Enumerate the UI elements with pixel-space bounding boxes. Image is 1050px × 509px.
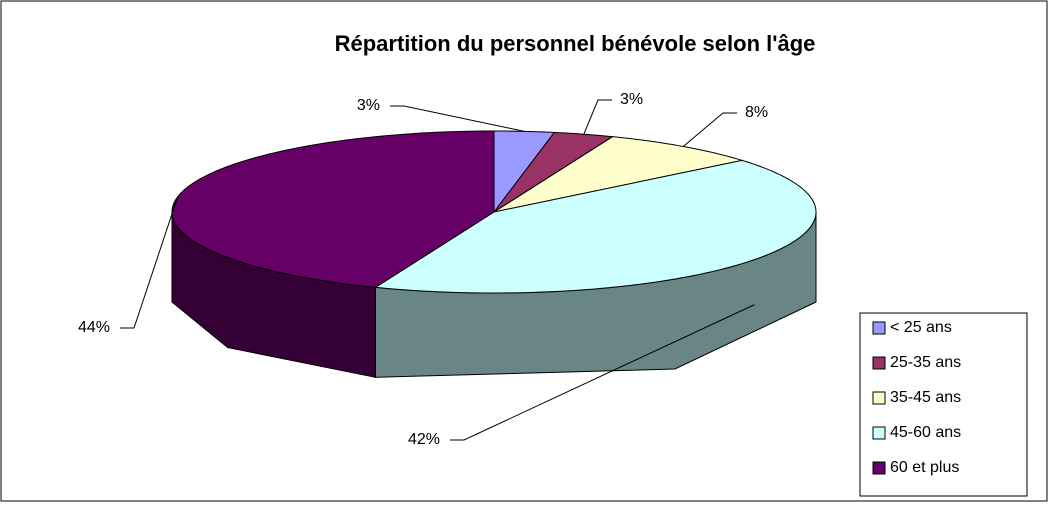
- data-label: 3%: [620, 91, 643, 108]
- legend-swatch: [872, 391, 886, 405]
- legend-swatch: [872, 356, 886, 370]
- leader-line: [682, 112, 737, 147]
- data-label: 8%: [745, 104, 768, 121]
- leader-line: [450, 304, 755, 441]
- legend-swatch: [872, 321, 886, 335]
- data-label: 44%: [78, 319, 110, 336]
- chart-title: Répartition du personnel bénévole selon …: [335, 31, 816, 56]
- legend-label: 45-60 ans: [890, 424, 961, 441]
- legend-swatch: [872, 426, 886, 440]
- leader-line: [120, 196, 179, 329]
- legend-label: < 25 ans: [890, 319, 952, 336]
- legend-label: 35-45 ans: [890, 389, 961, 406]
- leader-line: [390, 105, 525, 132]
- pie-slice: [373, 159, 817, 294]
- leader-line: [583, 99, 612, 135]
- legend-swatch: [872, 461, 886, 475]
- pie-slice: [171, 130, 495, 288]
- data-label: 42%: [408, 431, 440, 448]
- legend-label: 25-35 ans: [890, 354, 961, 371]
- data-label: 3%: [357, 97, 380, 114]
- legend-box: [859, 312, 1028, 497]
- pie-slice: [493, 131, 615, 213]
- legend-label: 60 et plus: [890, 459, 959, 476]
